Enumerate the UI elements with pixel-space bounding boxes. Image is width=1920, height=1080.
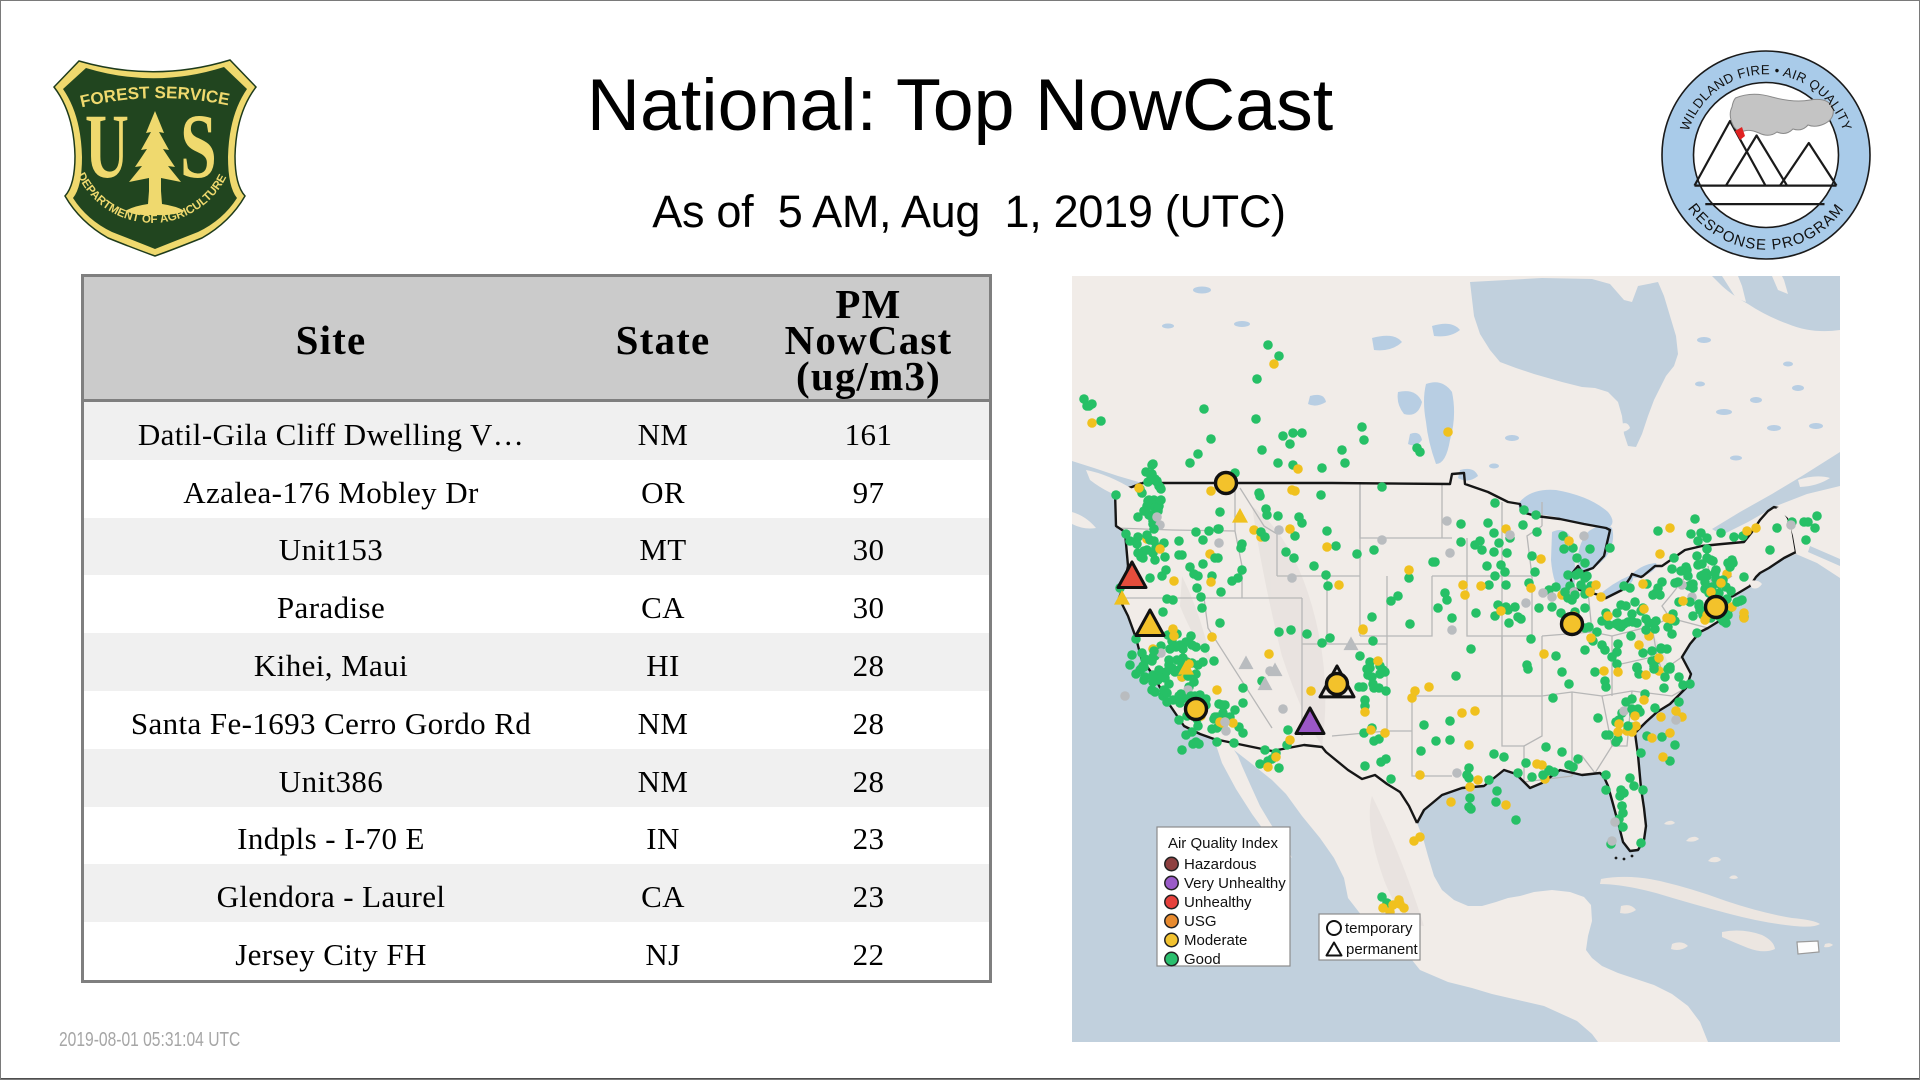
- svg-text:Moderate: Moderate: [1184, 932, 1247, 949]
- svg-text:Good: Good: [1184, 951, 1221, 968]
- svg-text:U: U: [85, 96, 129, 198]
- svg-text:permanent: permanent: [1346, 941, 1419, 958]
- svg-text:Air Quality Index: Air Quality Index: [1168, 835, 1279, 852]
- svg-text:USG: USG: [1184, 913, 1217, 930]
- svg-text:Unhealthy: Unhealthy: [1184, 894, 1252, 911]
- svg-text:S: S: [180, 97, 217, 198]
- svg-text:temporary: temporary: [1345, 920, 1413, 937]
- svg-text:Very Unhealthy: Very Unhealthy: [1184, 875, 1286, 892]
- svg-text:Hazardous: Hazardous: [1184, 856, 1257, 873]
